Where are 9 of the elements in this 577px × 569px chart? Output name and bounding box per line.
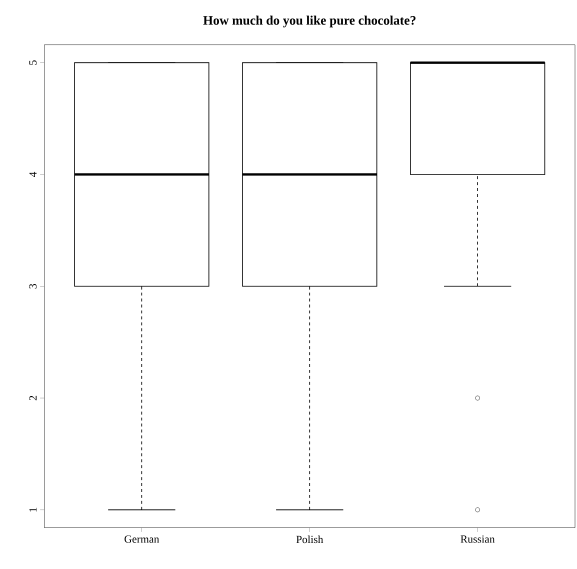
- y-tick-label: 1: [29, 508, 37, 512]
- chart-title: How much do you like pure chocolate?: [203, 16, 416, 28]
- y-tick-label: 4: [29, 172, 37, 178]
- y-tick-label: 2: [29, 396, 37, 401]
- x-tick-label: Polish: [296, 536, 324, 544]
- x-tick-label: Russian: [460, 536, 495, 544]
- y-tick-label: 5: [29, 60, 37, 66]
- y-tick-label: 3: [29, 284, 37, 289]
- x-tick-label: German: [124, 536, 160, 544]
